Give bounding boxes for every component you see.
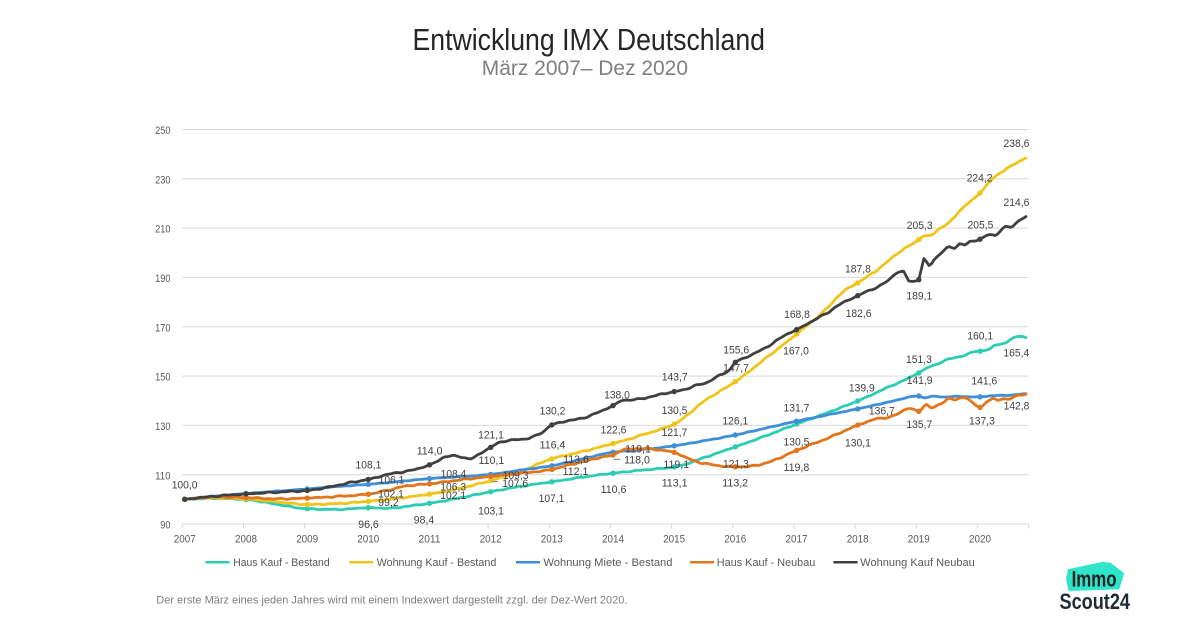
svg-text:Haus Kauf - Bestand: Haus Kauf - Bestand <box>233 557 330 569</box>
svg-text:102,1: 102,1 <box>440 490 466 502</box>
svg-text:2019: 2019 <box>908 534 930 546</box>
svg-text:136,7: 136,7 <box>869 406 895 418</box>
svg-text:141,6: 141,6 <box>971 375 997 387</box>
svg-text:137,3: 137,3 <box>969 415 995 427</box>
svg-text:170: 170 <box>155 322 170 334</box>
svg-text:102,1: 102,1 <box>378 489 404 501</box>
svg-text:205,5: 205,5 <box>968 220 994 232</box>
svg-text:2020: 2020 <box>969 534 991 546</box>
svg-text:135,7: 135,7 <box>906 419 932 431</box>
svg-text:126,1: 126,1 <box>722 416 748 428</box>
svg-text:2013: 2013 <box>541 534 563 546</box>
svg-text:2016: 2016 <box>724 534 746 546</box>
svg-text:2012: 2012 <box>480 534 502 546</box>
svg-text:110,1: 110,1 <box>479 455 505 467</box>
svg-text:109,3: 109,3 <box>503 470 529 482</box>
svg-text:190: 190 <box>155 273 170 285</box>
svg-text:230: 230 <box>155 174 170 186</box>
svg-text:138,0: 138,0 <box>604 390 630 402</box>
svg-text:139,9: 139,9 <box>849 382 875 394</box>
svg-text:Wohnung Miete - Bestand: Wohnung Miete - Bestand <box>543 557 672 569</box>
svg-text:250: 250 <box>155 125 170 137</box>
svg-text:Der erste März eines jeden Jah: Der erste März eines jeden Jahres wird m… <box>156 595 627 607</box>
svg-text:2008: 2008 <box>235 534 257 546</box>
svg-text:160,1: 160,1 <box>967 331 993 343</box>
svg-text:119,8: 119,8 <box>784 462 810 474</box>
svg-text:142,8: 142,8 <box>1004 400 1030 412</box>
svg-text:130,1: 130,1 <box>845 437 871 449</box>
svg-text:März 2007– Dez 2020: März 2007– Dez 2020 <box>482 57 688 80</box>
svg-text:141,9: 141,9 <box>907 375 933 387</box>
svg-text:99,2: 99,2 <box>378 497 398 509</box>
svg-text:98,4: 98,4 <box>414 514 434 526</box>
svg-text:103,1: 103,1 <box>478 505 504 517</box>
svg-text:2010: 2010 <box>357 534 379 546</box>
svg-text:2007: 2007 <box>174 534 196 546</box>
svg-text:2018: 2018 <box>847 534 869 546</box>
svg-text:Entwicklung IMX Deutschland: Entwicklung IMX Deutschland <box>413 22 766 57</box>
svg-text:150: 150 <box>155 372 170 384</box>
svg-text:189,1: 189,1 <box>906 291 932 303</box>
svg-text:165,4: 165,4 <box>1003 347 1029 359</box>
svg-text:107,1: 107,1 <box>539 493 565 505</box>
svg-text:112,1: 112,1 <box>563 466 589 478</box>
svg-text:121,7: 121,7 <box>662 427 688 439</box>
svg-text:110: 110 <box>155 470 170 482</box>
svg-text:113,2: 113,2 <box>722 478 748 490</box>
svg-text:107,6: 107,6 <box>502 478 528 490</box>
svg-text:100,0: 100,0 <box>172 480 198 492</box>
svg-text:2017: 2017 <box>786 534 808 546</box>
svg-text:Wohnung Kauf - Bestand: Wohnung Kauf - Bestand <box>377 557 497 569</box>
svg-text:187,8: 187,8 <box>845 264 871 276</box>
svg-text:110,6: 110,6 <box>601 484 627 496</box>
svg-text:168,8: 168,8 <box>784 309 810 321</box>
svg-text:238,6: 238,6 <box>1004 138 1030 150</box>
svg-text:119,1: 119,1 <box>663 459 689 471</box>
svg-text:182,6: 182,6 <box>846 308 872 320</box>
svg-text:Scout24: Scout24 <box>1060 589 1131 614</box>
svg-text:113,6: 113,6 <box>563 454 589 466</box>
svg-text:108,4: 108,4 <box>441 468 467 480</box>
svg-text:155,6: 155,6 <box>723 344 749 356</box>
svg-text:121,1: 121,1 <box>478 429 504 441</box>
svg-text:214,6: 214,6 <box>1004 197 1030 209</box>
svg-text:119,1: 119,1 <box>625 444 651 456</box>
svg-text:116,4: 116,4 <box>540 439 566 451</box>
svg-text:121,3: 121,3 <box>723 459 749 471</box>
svg-text:151,3: 151,3 <box>906 354 932 366</box>
svg-text:118,0: 118,0 <box>624 455 650 467</box>
svg-text:106,1: 106,1 <box>379 475 405 487</box>
svg-text:210: 210 <box>155 224 170 236</box>
svg-text:2015: 2015 <box>663 534 685 546</box>
svg-text:205,3: 205,3 <box>907 220 933 232</box>
svg-text:122,6: 122,6 <box>601 425 627 437</box>
svg-text:106,3: 106,3 <box>440 482 466 494</box>
svg-text:147,7: 147,7 <box>723 362 749 374</box>
svg-text:131,7: 131,7 <box>784 402 810 414</box>
svg-text:90: 90 <box>160 520 170 532</box>
svg-text:Haus Kauf - Neubau: Haus Kauf - Neubau <box>717 557 816 569</box>
svg-text:130: 130 <box>155 421 170 433</box>
svg-text:130,2: 130,2 <box>540 405 566 417</box>
svg-text:108,1: 108,1 <box>356 459 382 471</box>
svg-text:Immo: Immo <box>1072 567 1117 592</box>
svg-text:130,5: 130,5 <box>662 405 688 417</box>
svg-text:113,1: 113,1 <box>662 478 688 490</box>
svg-text:2009: 2009 <box>296 534 318 546</box>
svg-text:130,5: 130,5 <box>784 437 810 449</box>
svg-text:224,2: 224,2 <box>967 173 993 185</box>
svg-text:Wohnung Kauf Neubau: Wohnung Kauf Neubau <box>860 557 975 569</box>
svg-text:114,0: 114,0 <box>417 446 443 458</box>
svg-text:2011: 2011 <box>419 534 441 546</box>
svg-text:143,7: 143,7 <box>662 372 688 384</box>
svg-text:167,0: 167,0 <box>783 345 809 357</box>
svg-text:2014: 2014 <box>602 534 624 546</box>
svg-text:96,6: 96,6 <box>358 519 378 531</box>
